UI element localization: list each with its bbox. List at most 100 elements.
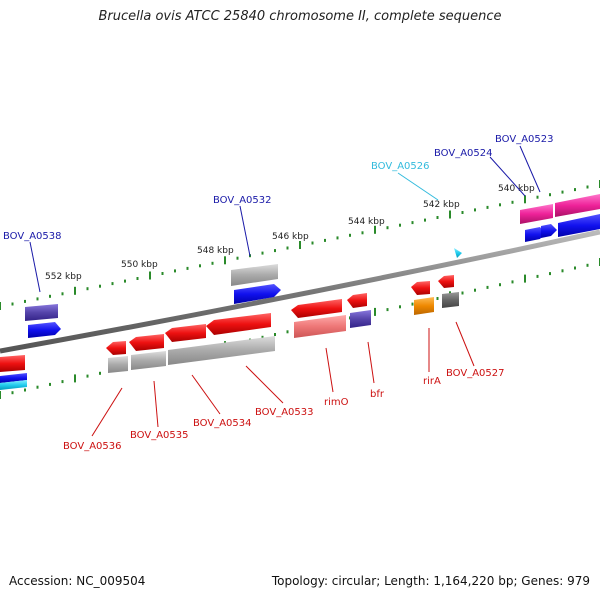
outer-minor-tick: [236, 256, 239, 260]
gene-purple-a0538[interactable]: [25, 304, 58, 321]
outer-minor-tick: [24, 299, 26, 303]
outer-minor-tick: [111, 282, 114, 286]
gene-red-rirA[interactable]: [411, 281, 430, 295]
gene-cyan-a0526[interactable]: [454, 248, 462, 258]
inner-major-tick: [0, 391, 1, 399]
inner-minor-tick: [549, 272, 551, 276]
inner-minor-tick: [399, 305, 401, 309]
outer-minor-tick: [86, 287, 89, 291]
inner-minor-tick: [11, 391, 14, 395]
gene-blue-a0532[interactable]: [234, 284, 281, 304]
gene-red-a0536[interactable]: [106, 341, 126, 355]
inner-minor-tick: [461, 291, 464, 295]
gene-cyan-left-edge[interactable]: [0, 380, 27, 390]
gene-red-a0533[interactable]: [206, 313, 271, 335]
outer-minor-tick: [424, 218, 426, 222]
inner-minor-tick: [99, 371, 101, 375]
callout-a0538: [29, 241, 41, 293]
gene-red-a0534[interactable]: [165, 324, 206, 342]
inner-minor-tick: [474, 288, 476, 292]
outer-minor-tick: [274, 249, 276, 253]
outer-minor-tick: [474, 208, 476, 212]
outer-minor-tick: [99, 284, 101, 288]
outer-minor-tick: [261, 251, 264, 255]
gene-blue-a0523[interactable]: [558, 214, 600, 237]
gene-lightred-rimO[interactable]: [294, 315, 346, 338]
gene-dark-a0527[interactable]: [442, 292, 459, 308]
label-rimO[interactable]: rimO: [324, 397, 349, 408]
inner-minor-tick: [261, 335, 264, 339]
outer-major-tick: [224, 256, 226, 265]
outer-minor-tick: [11, 302, 14, 306]
outer-minor-tick: [411, 221, 414, 225]
gene-purple-bfr[interactable]: [350, 310, 371, 328]
label-bfr[interactable]: bfr: [370, 389, 385, 400]
gene-red-a0535[interactable]: [129, 334, 164, 351]
label-a0523[interactable]: BOV_A0523: [495, 134, 554, 145]
gene-red-rimO[interactable]: [291, 299, 342, 318]
outer-minor-tick: [124, 279, 126, 283]
label-a0533[interactable]: BOV_A0533: [255, 407, 314, 418]
accession-text: Accession: NC_009504: [9, 574, 146, 588]
tick-label-540: 540 kbp: [498, 184, 535, 194]
tick-labels: 540 kbp 542 kbp 544 kbp 546 kbp 548 kbp …: [45, 184, 535, 282]
outer-tick-track: [0, 180, 600, 310]
label-rirA[interactable]: rirA: [423, 376, 441, 387]
gene-blue-a0524[interactable]: [525, 227, 545, 242]
gene-pink-1[interactable]: [520, 204, 553, 224]
gene-pink-2[interactable]: [555, 194, 600, 217]
inner-major-tick: [74, 374, 76, 383]
gene-grey-a0532[interactable]: [231, 264, 278, 286]
callout-a0526: [397, 172, 439, 201]
inner-minor-tick: [511, 280, 514, 284]
inner-minor-tick: [499, 283, 501, 287]
outer-major-tick: [299, 241, 301, 249]
gene-orange-rirA[interactable]: [414, 297, 434, 315]
label-a0536[interactable]: BOV_A0536: [63, 441, 122, 452]
gene-blue-a0524b[interactable]: [541, 224, 557, 238]
label-a0534[interactable]: BOV_A0534: [193, 418, 252, 429]
outer-major-tick: [149, 271, 151, 280]
outer-minor-tick: [61, 292, 64, 296]
gene-grey-under-1[interactable]: [108, 356, 128, 373]
outer-minor-tick: [574, 188, 576, 192]
gene-blue-a0538[interactable]: [28, 322, 61, 338]
inner-minor-tick: [24, 388, 26, 392]
gene-grey-under-3[interactable]: [168, 336, 275, 365]
gene-red-left-edge[interactable]: [0, 355, 25, 372]
outer-minor-tick: [486, 205, 489, 209]
forward-genes: [25, 194, 600, 338]
inner-minor-tick: [286, 330, 289, 334]
outer-minor-tick: [399, 223, 401, 227]
tick-label-548: 548 kbp: [197, 246, 234, 256]
label-a0526[interactable]: BOV_A0526: [371, 161, 430, 172]
inner-minor-tick: [574, 266, 576, 270]
outer-minor-tick: [536, 195, 539, 199]
gene-red-a0527[interactable]: [438, 275, 454, 288]
tick-label-546: 546 kbp: [272, 232, 309, 242]
outer-minor-tick: [511, 200, 514, 204]
callout-a0532: [239, 205, 251, 257]
callout-a0524: [489, 156, 526, 197]
label-a0532[interactable]: BOV_A0532: [213, 195, 272, 206]
label-a0535[interactable]: BOV_A0535: [130, 430, 189, 441]
outer-minor-tick: [561, 190, 564, 194]
topology-summary: Topology: circular; Length: 1,164,220 bp…: [271, 574, 590, 588]
gene-blue-left-edge[interactable]: [0, 373, 27, 383]
gene-grey-under-2[interactable]: [131, 351, 166, 370]
label-a0527[interactable]: BOV_A0527: [446, 368, 505, 379]
outer-minor-tick: [436, 216, 439, 219]
callout-a0535: [153, 380, 159, 428]
label-a0538[interactable]: BOV_A0538: [3, 231, 62, 242]
gene-labels: BOV_A0523 BOV_A0524 BOV_A0526 BOV_A0532 …: [3, 134, 554, 452]
inner-major-tick: [524, 274, 526, 283]
outer-minor-tick: [211, 261, 214, 265]
label-a0524[interactable]: BOV_A0524: [434, 148, 493, 159]
inner-minor-tick: [386, 308, 389, 312]
chromosome-backbone: [0, 229, 600, 354]
outer-minor-tick: [161, 272, 164, 275]
outer-major-tick: [449, 210, 451, 219]
gene-red-bfr[interactable]: [347, 293, 367, 308]
inner-minor-tick: [61, 380, 64, 384]
